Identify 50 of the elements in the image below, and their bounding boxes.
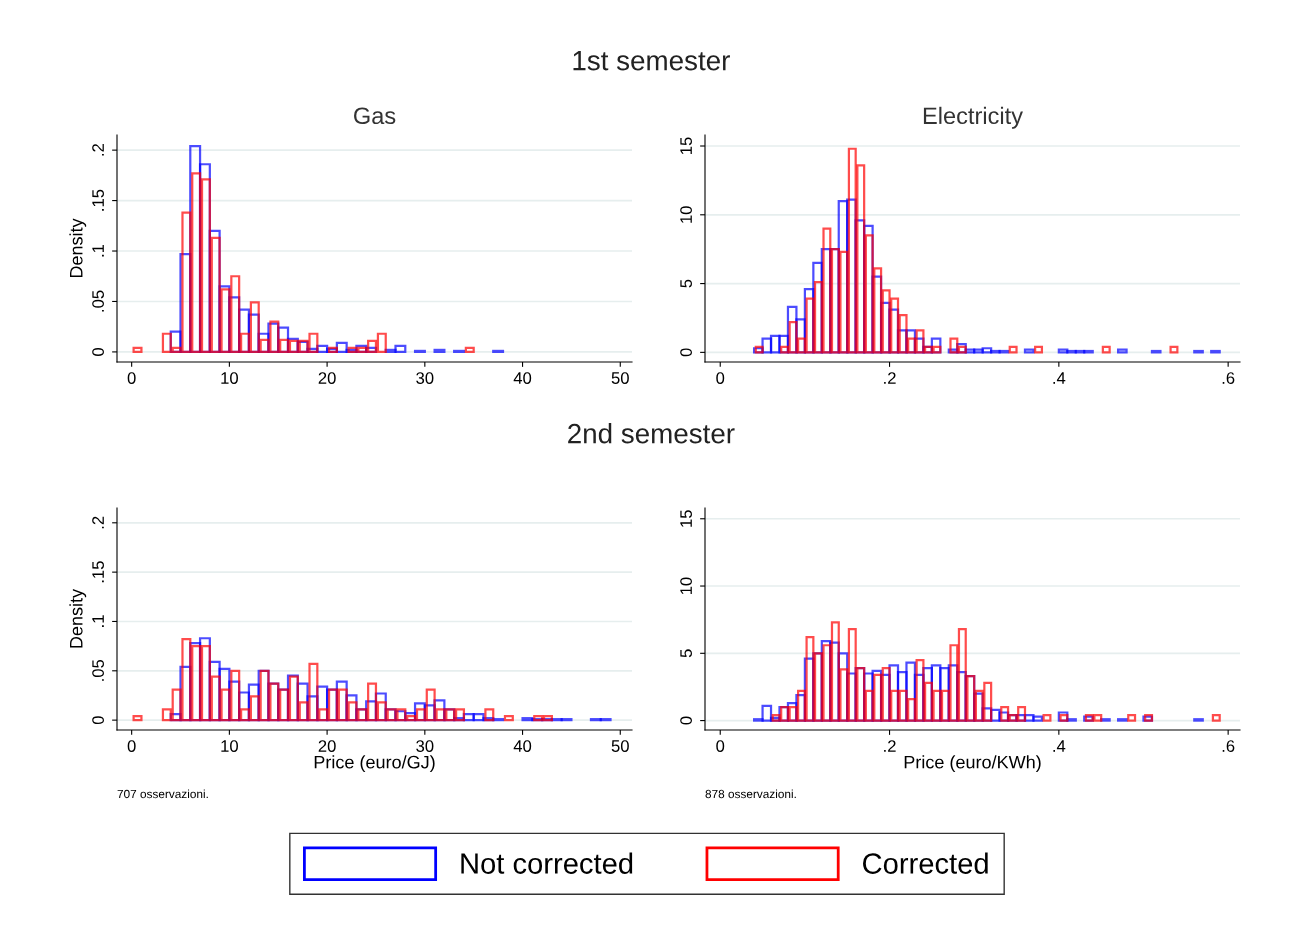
y-tick-label: .05 — [92, 659, 104, 681]
y-tick-label: 0 — [92, 347, 104, 356]
y-tick-label: 5 — [680, 279, 692, 288]
y-tick-label: .15 — [92, 189, 104, 211]
x-tick-label: 50 — [611, 740, 629, 752]
y-tick-label: 15 — [680, 510, 692, 527]
y-axis-title: Density — [69, 218, 87, 278]
x-tick-label: 10 — [221, 740, 238, 752]
y-tick-label: .2 — [92, 516, 104, 529]
x-axis-title: Price (euro/KWh) — [904, 755, 1041, 773]
x-tick-label: .6 — [1222, 372, 1235, 384]
y-tick-label: 10 — [680, 206, 692, 223]
x-tick-label: .4 — [1053, 372, 1066, 384]
chart-title: 1st semester — [573, 51, 730, 71]
text: 707 osservazioni. — [117, 789, 208, 799]
chart-subtitle: Electricity — [923, 106, 1023, 129]
y-tick-label: 5 — [680, 649, 692, 658]
x-tick-label: 40 — [513, 372, 532, 384]
x-tick-label: .2 — [884, 740, 896, 752]
y-tick-label: .15 — [92, 561, 104, 583]
legend-label: Not corrected — [461, 852, 633, 874]
y-tick-label: 0 — [92, 716, 104, 725]
y-tick-label: 0 — [680, 716, 692, 725]
x-tick-label: 30 — [416, 372, 434, 384]
y-tick-label: 10 — [680, 577, 692, 595]
y-tick-label: .1 — [92, 244, 104, 257]
x-tick-label: 50 — [611, 372, 629, 384]
x-tick-label: .6 — [1222, 740, 1235, 752]
x-tick-label: 10 — [221, 372, 238, 384]
x-tick-label: 30 — [416, 740, 434, 752]
x-tick-label: 0 — [127, 740, 136, 752]
x-tick-label: 20 — [318, 372, 336, 384]
y-tick-label: .05 — [92, 290, 104, 312]
chart-title: 2nd semester — [568, 423, 735, 444]
x-tick-label: 0 — [716, 372, 725, 384]
x-tick-label: 0 — [716, 740, 725, 752]
x-tick-label: 0 — [127, 372, 136, 384]
x-tick-label: .4 — [1053, 740, 1066, 752]
legend-label: Corrected — [863, 852, 988, 874]
y-tick-label: .2 — [92, 144, 104, 156]
y-tick-label: 0 — [680, 348, 692, 357]
text: 878 osservazioni. — [705, 789, 796, 799]
x-tick-label: .2 — [884, 372, 896, 384]
chart-subtitle: Gas — [354, 107, 396, 125]
y-tick-label: 15 — [680, 137, 692, 154]
x-tick-label: 20 — [318, 740, 336, 752]
y-tick-label: .1 — [92, 615, 104, 627]
y-axis-title: Density — [69, 588, 87, 648]
x-tick-label: 40 — [513, 740, 532, 752]
x-axis-title: Price (euro/GJ) — [314, 755, 435, 773]
